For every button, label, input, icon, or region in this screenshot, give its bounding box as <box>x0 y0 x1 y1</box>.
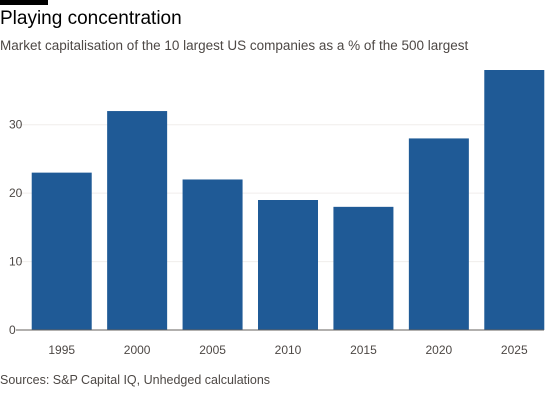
bar-2020 <box>408 138 469 330</box>
bars <box>31 70 545 330</box>
bar-2000 <box>107 111 168 330</box>
y-axis-ticks: 0 10 20 30 <box>9 118 23 337</box>
bar-2015 <box>333 206 394 330</box>
y-tick-label: 30 <box>9 118 23 132</box>
x-tick-label: 2005 <box>199 343 226 357</box>
x-tick-label: 2015 <box>350 343 377 357</box>
y-tick-label: 0 <box>9 323 16 337</box>
source-note: Sources: S&P Capital IQ, Unhedged calcul… <box>0 373 271 387</box>
y-tick-label: 10 <box>9 255 23 269</box>
y-tick-label: 20 <box>9 186 23 200</box>
bar-chart: 0 10 20 30 1995 2000 2005 2010 2015 2020 2025 <box>9 70 545 357</box>
x-tick-label: 2025 <box>501 343 528 357</box>
x-tick-label: 1995 <box>48 343 75 357</box>
bar-1995 <box>31 172 92 330</box>
bar-2025 <box>484 70 545 330</box>
chart-subtitle: Market capitalisation of the 10 largest … <box>0 38 469 53</box>
x-tick-label: 2010 <box>275 343 302 357</box>
x-tick-label: 2020 <box>426 343 453 357</box>
chart-title: Playing concentration <box>0 8 182 29</box>
x-tick-label: 2000 <box>124 343 151 357</box>
x-axis-ticks: 1995 2000 2005 2010 2015 2020 2025 <box>16 329 544 357</box>
bar-2010 <box>258 200 318 330</box>
bar-2005 <box>182 179 243 330</box>
top-rule <box>0 0 48 5</box>
